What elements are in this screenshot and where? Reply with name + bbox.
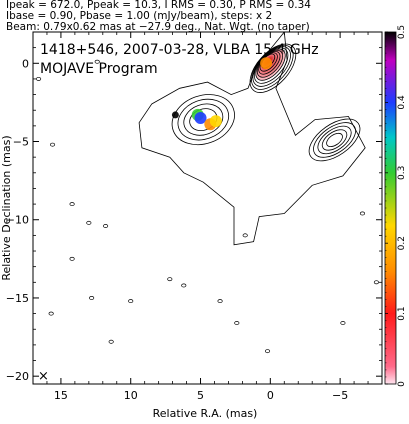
y-tick-label: −5	[13, 136, 29, 149]
noise-contour	[69, 256, 75, 261]
colorbar-tick-label: 0.1	[397, 306, 407, 320]
header-line-2: Ibase = 0.90, Pbase = 1.00 (mJy/beam), s…	[6, 10, 273, 22]
plot-frame	[32, 31, 383, 385]
colorbar-ticks: 0 0.1 0.2 0.3 0.4 0.5	[385, 25, 407, 387]
noise-contour	[167, 277, 173, 282]
y-tick-label: −20	[6, 370, 29, 383]
noise-contour	[48, 311, 54, 316]
outer-component-contour	[321, 129, 348, 151]
x-axis: 15 10 5 0 −5	[46, 32, 369, 402]
noise-contour	[36, 76, 42, 81]
noise-contour	[217, 299, 223, 304]
y-tick-label: −15	[6, 292, 29, 305]
x-tick-label: 10	[124, 389, 138, 402]
noise-contour	[359, 211, 366, 216]
noise-contour	[94, 59, 100, 64]
polarization-spot	[209, 115, 222, 128]
y-axis: 0 −5 −10 −15 −20	[6, 47, 382, 383]
polarization-spot	[171, 111, 179, 119]
noise-contour	[373, 280, 379, 285]
y-axis-title: Relative Declination (mas)	[0, 135, 13, 280]
noise-contour	[242, 233, 248, 238]
colorbar-tick-label: 0.5	[397, 25, 407, 39]
noise-contour	[264, 349, 271, 354]
plot-subtitle: MOJAVE Program	[40, 61, 158, 77]
y-tick-label: −10	[6, 214, 29, 227]
x-tick-label: 15	[54, 389, 68, 402]
colorbar	[384, 31, 397, 385]
header-line-1: Ipeak = 672.0, Ppeak = 10.3, I RMS = 0.3…	[6, 0, 311, 11]
y-tick-label: 0	[22, 57, 29, 70]
outer-component-contour	[317, 125, 352, 155]
outer-component-contour	[326, 132, 343, 147]
noise-contour	[49, 142, 56, 147]
polarization-spot	[260, 57, 273, 70]
noise-contour	[234, 321, 240, 325]
noise-contour	[128, 299, 134, 304]
outer-component-contour	[313, 122, 356, 158]
x-tick-label: 5	[197, 389, 204, 402]
colorbar-tick-label: 0	[397, 381, 407, 387]
polarization-spot	[194, 112, 207, 125]
beam-marker: ×	[38, 369, 49, 384]
plot-title: 1418+546, 2007-03-28, VLBA 15.4 GHz	[40, 42, 319, 58]
inner-jet-contour	[177, 98, 230, 141]
inner-jet-contour	[183, 103, 224, 136]
jet-envelope-contour	[138, 32, 366, 246]
contour-layer	[36, 32, 379, 354]
x-tick-label: 0	[267, 389, 274, 402]
noise-contour	[69, 202, 75, 207]
outer-component-contour	[308, 118, 361, 162]
inner-jet-contour	[171, 94, 235, 146]
x-tick-label: −5	[332, 389, 348, 402]
noise-contour	[108, 339, 114, 344]
header-line-3: Beam: 0.79x0.62 mas at −27.9 deg., Nat. …	[6, 21, 310, 33]
colorbar-tick-label: 0.4	[397, 95, 407, 110]
noise-contour	[181, 283, 187, 288]
noise-contour	[86, 220, 92, 225]
noise-contour	[340, 321, 346, 325]
noise-contour	[89, 296, 95, 300]
x-axis-title: Relative R.A. (mas)	[153, 407, 258, 420]
colorbar-tick-label: 0.2	[397, 236, 407, 250]
noise-contour	[103, 224, 109, 228]
colorbar-tick-label: 0.3	[397, 166, 407, 180]
